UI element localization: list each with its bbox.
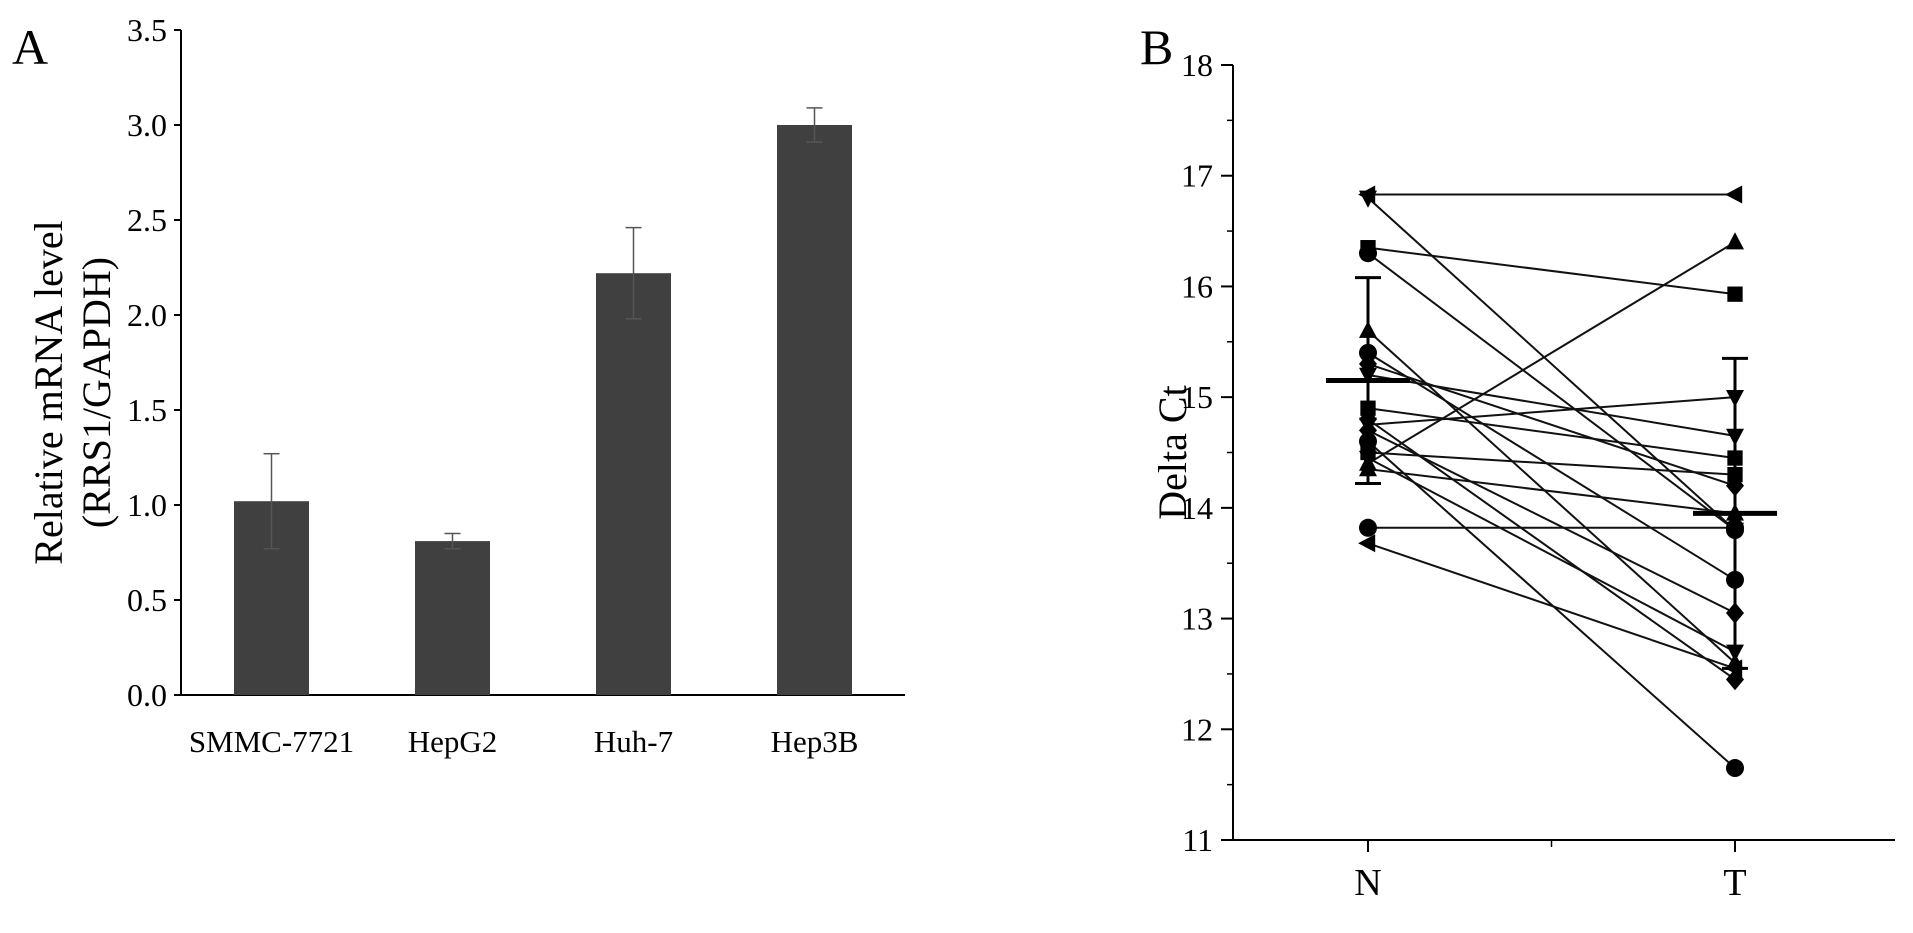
y-tick-label-b: 13 xyxy=(1181,601,1213,637)
bar-hep3b xyxy=(777,125,852,695)
y-axis-label-b: Delta Ct xyxy=(1150,385,1195,519)
y-tick-label-b: 17 xyxy=(1181,158,1213,194)
x-tick-label-a: SMMC-7721 xyxy=(189,724,354,759)
point-n xyxy=(1358,534,1376,553)
pair-line xyxy=(1367,440,1736,769)
point-t xyxy=(1725,185,1743,204)
y-tick-label-b: 12 xyxy=(1181,711,1213,747)
y-tick-label-a: 3.5 xyxy=(127,12,167,48)
pair-line xyxy=(1367,542,1736,670)
pair-line xyxy=(1367,352,1736,581)
x-tick-label-a: Huh-7 xyxy=(594,724,673,759)
y-tick-label-a: 2.5 xyxy=(127,202,167,238)
y-tick-label-a: 0.5 xyxy=(127,582,167,618)
panel-b-plot: 11 12 13 14 15 16 17 18 N T Delta Ct xyxy=(1150,47,1895,904)
y-tick-label-b: 14 xyxy=(1181,490,1213,526)
pair-line xyxy=(1367,418,1736,681)
pair-line xyxy=(1367,429,1736,614)
pair-line xyxy=(1367,241,1736,465)
point-t xyxy=(1726,232,1744,250)
bar-hepg2 xyxy=(415,541,490,695)
pair-line xyxy=(1367,468,1736,515)
panel-a-plot: 0.0 0.5 1.0 1.5 2.0 2.5 3.0 3.5 SMMC-7721 HepG2 Hu… xyxy=(26,12,905,759)
pair-line xyxy=(1367,396,1736,426)
pair-line xyxy=(1367,197,1736,531)
pair-line xyxy=(1367,407,1736,460)
y-tick-label-a: 2.0 xyxy=(127,297,167,333)
y-tick-label-b: 11 xyxy=(1182,822,1213,858)
pair-line xyxy=(1367,451,1736,476)
point-n xyxy=(1359,190,1377,208)
point-t xyxy=(1727,286,1743,302)
y-tick-label-a: 0.0 xyxy=(127,677,167,713)
y-tick-label-b: 18 xyxy=(1181,47,1213,83)
y-tick-label-a: 1.0 xyxy=(127,487,167,523)
panel-a-label: A xyxy=(12,19,49,75)
pair-line xyxy=(1367,457,1736,653)
point-n xyxy=(1359,518,1377,537)
pair-line xyxy=(1367,246,1736,296)
pair-line xyxy=(1367,252,1736,531)
pair-line xyxy=(1367,374,1736,437)
y-axis-label-line1: Relative mRNA level xyxy=(26,220,71,564)
y-axis-label-line2: (RRS1/GAPDH) xyxy=(74,257,119,528)
x-tick-label-a: HepG2 xyxy=(408,724,498,759)
x-tick-label-a: Hep3B xyxy=(771,724,859,759)
x-tick-label-b: T xyxy=(1723,862,1746,904)
panel-b-label: B xyxy=(1140,19,1174,75)
point-t xyxy=(1726,759,1744,778)
y-tick-label-a: 1.5 xyxy=(127,392,167,428)
y-tick-label-b: 16 xyxy=(1181,268,1213,304)
x-tick-label-b: N xyxy=(1354,862,1381,904)
y-tick-label-a: 3.0 xyxy=(127,107,167,143)
pair-line xyxy=(1367,329,1736,664)
y-tick-label-b: 15 xyxy=(1181,379,1213,415)
y-axis-label-a: Relative mRNA level (RRS1/GAPDH) xyxy=(26,220,119,564)
bar-huh-7 xyxy=(596,273,671,695)
point-n xyxy=(1359,244,1377,263)
